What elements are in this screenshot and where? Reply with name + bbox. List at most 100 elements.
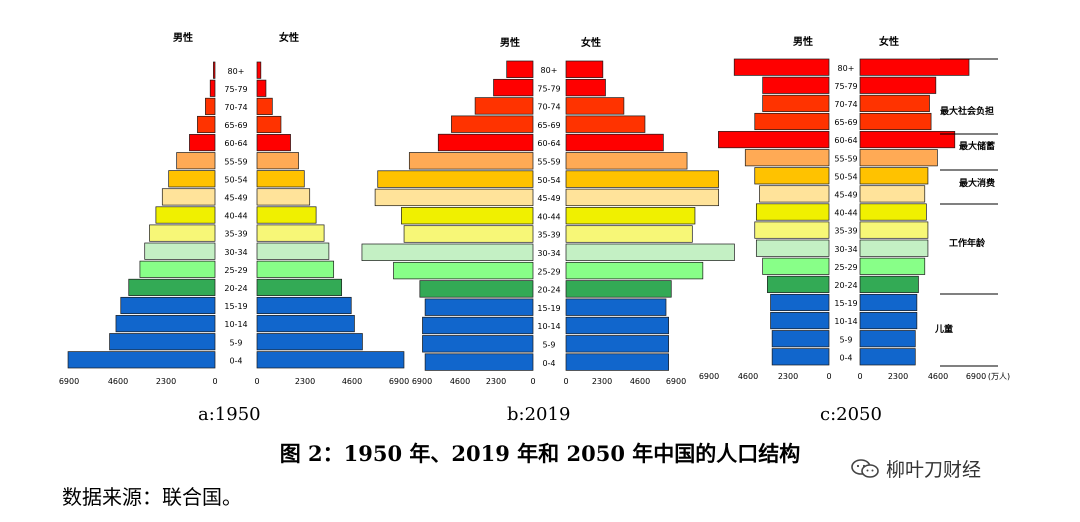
bar-male-40-44 [155,206,216,224]
bar-female-5-9 [256,333,363,351]
bar-female-20-24 [256,278,343,296]
age-label-75-79: 75-79 [834,82,857,91]
bar-male-45-49 [374,188,534,207]
bar-female-35-39 [859,221,929,239]
age-label-30-34: 30-34 [537,249,560,258]
male-tick: 6900 [389,377,409,386]
age-label-40-44: 40-44 [224,212,247,221]
age-label-10-14: 10-14 [834,317,857,326]
age-label-60-64: 60-64 [834,136,857,145]
bar-female-75-79 [256,79,267,97]
annotation-label: 儿童 [934,323,953,335]
bar-male-25-29 [139,260,216,278]
age-label-50-54: 50-54 [537,176,560,185]
bar-male-25-29 [393,261,534,280]
bar-male-15-19 [424,298,534,316]
annotation-label: 最大消费 [959,177,995,189]
bar-female-70-74 [859,94,930,112]
female-tick: 6900 [966,372,986,381]
female-tick: 6900 [666,377,686,386]
age-label-50-54: 50-54 [224,175,247,184]
bar-female-70-74 [565,97,625,115]
bar-female-45-49 [859,185,926,203]
bar-male-80+ [213,61,216,79]
male-tick: 4600 [450,377,470,386]
male-tick: 2300 [778,372,798,381]
male-tick: 0 [826,372,831,381]
age-label-45-49: 45-49 [224,194,247,203]
bar-female-0-4 [859,348,916,366]
bar-male-65-69 [451,115,534,133]
bar-female-15-19 [859,293,918,312]
age-label-10-14: 10-14 [537,322,560,331]
bar-female-30-34 [565,243,735,261]
bar-male-20-24 [419,280,534,298]
male-header: 男性 [500,36,520,49]
wechat-icon [851,458,879,478]
bar-male-35-39 [149,224,216,242]
age-label-55-59: 55-59 [834,154,857,163]
bar-female-25-29 [565,261,704,280]
female-tick: 2300 [888,372,908,381]
bar-female-25-29 [256,260,335,278]
bar-female-0-4 [256,351,405,369]
age-label-45-49: 45-49 [834,191,857,200]
bar-male-50-54 [168,170,216,188]
female-header: 女性 [581,36,601,49]
bar-female-30-34 [859,239,929,257]
male-tick: 0 [530,377,535,386]
age-label-50-54: 50-54 [834,172,857,181]
male-tick: 0 [212,377,217,386]
age-label-65-69: 65-69 [537,121,560,130]
age-label-40-44: 40-44 [834,209,857,218]
bar-female-40-44 [565,207,696,225]
female-tick: 4600 [342,377,362,386]
bar-male-65-69 [197,115,216,134]
bar-female-70-74 [256,97,273,115]
bar-female-15-19 [256,296,352,315]
bar-female-10-14 [859,312,918,330]
age-label-40-44: 40-44 [537,212,560,221]
bar-male-15-19 [120,296,216,315]
bar-female-30-34 [256,242,330,260]
age-label-65-69: 65-69 [224,121,247,130]
age-label-5-9: 5-9 [542,340,555,349]
bar-male-0-4 [67,351,216,369]
bar-female-75-79 [565,78,606,97]
age-label-80+: 80+ [838,64,855,73]
age-label-20-24: 20-24 [834,281,857,290]
bar-female-80+ [859,58,970,76]
unit-label: (万人) [988,372,1010,381]
bar-male-80+ [506,60,534,78]
bar-female-50-54 [256,170,305,188]
male-tick: 2300 [486,377,506,386]
bar-female-55-59 [859,149,938,167]
age-label-35-39: 35-39 [834,227,857,236]
bar-female-50-54 [565,170,719,188]
watermark-text: 柳叶刀财经 [886,459,982,481]
age-label-65-69: 65-69 [834,118,857,127]
bar-female-45-49 [565,188,719,207]
bar-male-25-29 [762,257,830,275]
bar-female-25-29 [859,257,926,275]
age-label-20-24: 20-24 [537,286,560,295]
age-label-0-4: 0-4 [542,359,555,368]
annotation-label: 最大社会负担 [940,105,994,117]
age-label-5-9: 5-9 [839,335,852,344]
male-header: 男性 [173,31,193,44]
bar-male-80+ [733,58,830,76]
bar-female-45-49 [256,188,311,206]
bar-male-10-14 [770,312,830,330]
bar-male-60-64 [189,134,216,152]
bar-female-10-14 [565,316,669,335]
female-tick: 4600 [630,377,650,386]
bar-male-70-74 [762,94,830,112]
subtitle-c: c:2050 [820,404,882,425]
bar-male-65-69 [754,112,830,131]
bar-female-35-39 [256,224,325,242]
pyramid-c [718,58,970,366]
male-tick: 6900 [699,372,719,381]
bar-male-20-24 [767,275,830,293]
